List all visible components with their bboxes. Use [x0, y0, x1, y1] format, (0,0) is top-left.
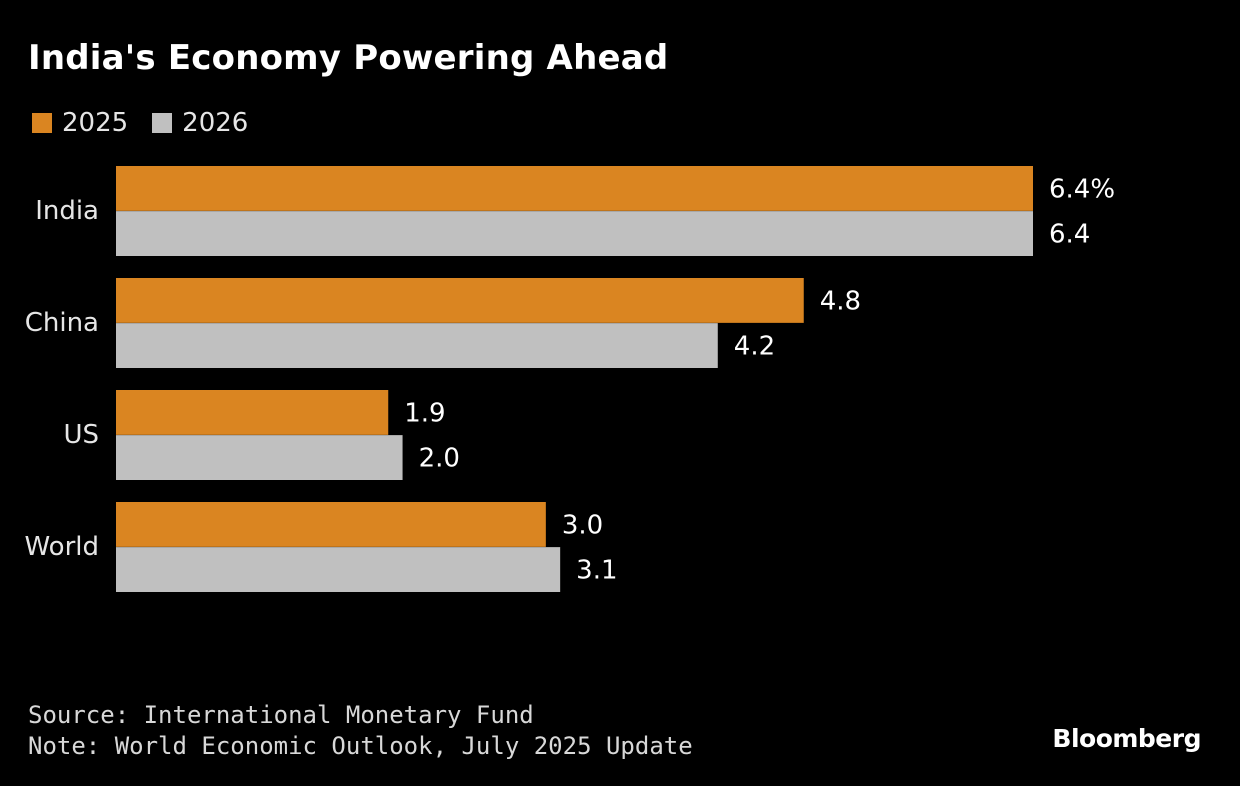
category-label-india: India — [35, 196, 99, 226]
bar-china-2025 — [116, 278, 804, 323]
legend-label-2026: 2026 — [182, 108, 249, 138]
data-label-india-2025: 6.4% — [1049, 175, 1115, 205]
chart-title: India's Economy Powering Ahead — [28, 38, 669, 78]
category-label-us: US — [63, 420, 99, 450]
legend-swatch-2025 — [32, 113, 52, 133]
legend-swatch-2026 — [152, 113, 173, 133]
data-label-india-2026: 6.4 — [1049, 220, 1090, 250]
legend-label-2025: 2025 — [62, 108, 129, 138]
bar-us-2026 — [116, 435, 403, 480]
bar-us-2025 — [116, 390, 389, 435]
data-label-world-2026: 3.1 — [576, 556, 617, 586]
legend-item-2025: 2025 — [32, 108, 128, 138]
legend-item-2026: 2026 — [152, 108, 248, 138]
data-label-china-2025: 4.8 — [820, 287, 861, 317]
bar-world-2026 — [116, 547, 561, 592]
category-label-world: World — [24, 532, 99, 562]
bar-india-2025 — [116, 166, 1033, 211]
bar-china-2026 — [116, 323, 718, 368]
source-note: Source: International Monetary Fund — [28, 701, 534, 729]
data-label-china-2026: 4.2 — [734, 332, 775, 362]
data-label-us-2025: 1.9 — [404, 399, 445, 429]
chart-footer: Source: International Monetary Fund Note… — [28, 700, 693, 762]
bar-world-2025 — [116, 502, 546, 547]
data-label-us-2026: 2.0 — [419, 444, 460, 474]
footnote: Note: World Economic Outlook, July 2025 … — [28, 732, 693, 760]
data-label-world-2025: 3.0 — [562, 511, 603, 541]
legend: 2025 2026 — [32, 108, 272, 138]
bar-india-2026 — [116, 211, 1033, 256]
category-label-china: China — [25, 308, 99, 338]
bloomberg-logo: Bloomberg — [1052, 724, 1201, 753]
